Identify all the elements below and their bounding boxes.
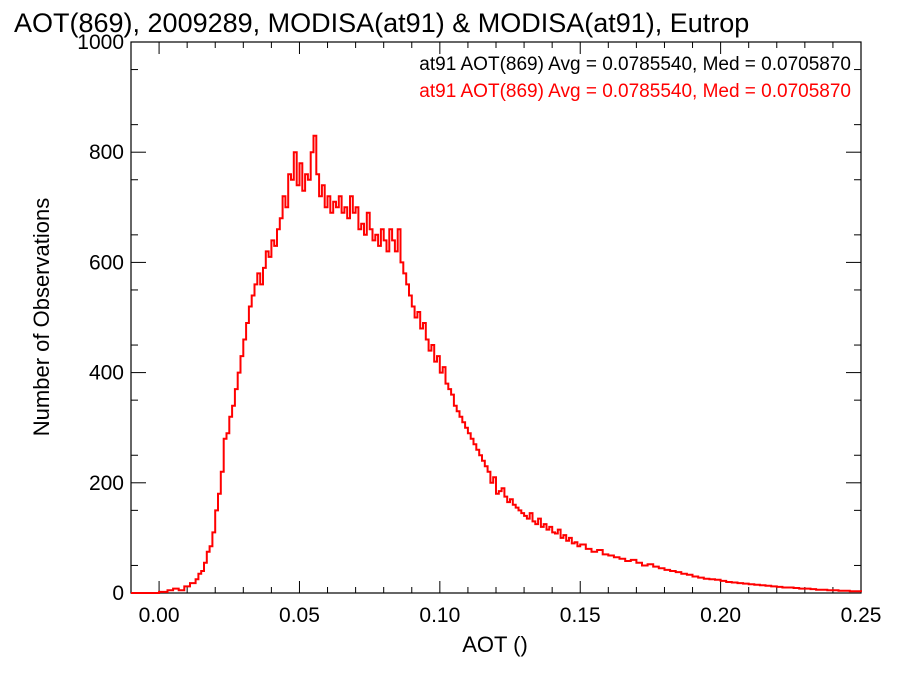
x-axis-ticks: 0.00 0.05 0.10 0.15 0.20 0.25	[130, 42, 882, 627]
chart-title: AOT(869), 2009289, MODISA(at91) & MODISA…	[14, 8, 749, 38]
x-axis-label: AOT ()	[462, 632, 528, 657]
x-tick-label: 0.00	[139, 604, 180, 627]
histogram-series-line	[131, 134, 862, 594]
y-tick-label: 600	[89, 251, 124, 274]
x-tick-label: 0.15	[560, 604, 601, 627]
stats-annotation-red: at91 AOT(869) Avg = 0.0785540, Med = 0.0…	[419, 81, 851, 102]
x-tick-label: 0.20	[700, 604, 741, 627]
x-tick-label: 0.25	[841, 604, 882, 627]
plot-frame	[130, 41, 862, 594]
stats-annotation-black: at91 AOT(869) Avg = 0.0785540, Med = 0.0…	[419, 54, 851, 75]
y-tick-label: 0	[112, 582, 124, 605]
y-axis-ticks: 0 200 400 600 800 1000	[77, 31, 861, 605]
y-tick-label: 800	[89, 141, 124, 164]
x-tick-label: 0.10	[419, 604, 460, 627]
y-tick-label: 1000	[77, 31, 124, 54]
y-tick-label: 400	[89, 362, 124, 385]
y-axis-label: Number of Observations	[29, 198, 54, 436]
x-tick-label: 0.05	[279, 604, 320, 627]
y-tick-label: 200	[89, 472, 124, 495]
